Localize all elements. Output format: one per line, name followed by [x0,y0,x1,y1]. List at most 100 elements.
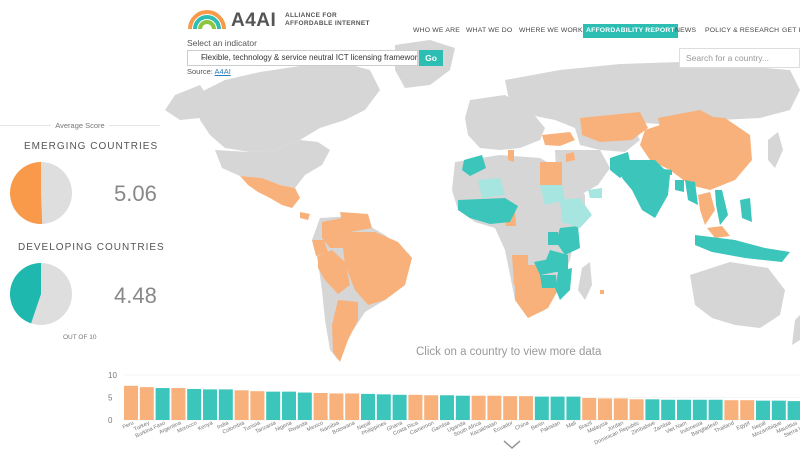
bar-costa-rica[interactable] [408,394,423,420]
nav-what-we-do[interactable]: WHAT WE DO [466,27,513,34]
bar-morocco[interactable] [187,388,202,420]
bar-argentina[interactable] [171,388,186,420]
bar-nepal[interactable] [361,393,375,420]
country-bangladesh [675,180,684,192]
bar-botswana[interactable] [345,393,360,420]
emerging-score-value: 5.06 [114,181,157,206]
country-venezuela [340,212,372,232]
bar-nepal[interactable] [756,400,770,420]
y-tick-label: 5 [108,394,113,403]
bar-ghana[interactable] [392,394,407,420]
source-link[interactable]: A4AI [214,67,231,76]
indicator-label: Select an indicator [187,38,257,48]
country-canada [195,62,380,152]
bar-philippines[interactable] [376,394,391,420]
country-madagascar [578,262,592,300]
go-button[interactable]: Go [419,50,443,66]
bar-benin[interactable] [534,396,549,420]
developing-score-pie [9,263,72,325]
bar-gambia[interactable] [440,395,454,420]
x-tick-label: India [216,420,230,431]
nav-policy-research[interactable]: POLICY & RESEARCH [705,27,780,34]
nav-get-involved[interactable]: GET IN [782,27,800,34]
emerging-score-pie [10,162,72,224]
x-tick-label: Nepal [751,420,767,432]
bar-mozambique[interactable] [771,400,786,420]
bar-china[interactable] [519,396,533,420]
country-morocco [462,155,486,176]
rainbow-logo-icon [188,10,226,30]
bar-burkina-faso[interactable] [155,388,170,420]
y-tick-label: 10 [108,371,117,380]
bar-peru[interactable] [124,385,138,420]
y-tick-label: 0 [108,416,113,425]
country-yemen [588,188,602,198]
bar-viet-nam[interactable] [677,399,691,420]
x-tick-label: Nepal [356,420,372,432]
developing-score-value: 4.48 [114,283,157,308]
country-new-zealand [792,315,800,345]
bar-tanzania[interactable] [266,391,281,420]
scroll-down-chevron-icon[interactable] [503,440,521,450]
country-zambia [534,258,556,275]
country-uganda [548,232,558,245]
bar-pakistan[interactable] [550,396,565,420]
country-japan [768,132,783,168]
indicator-selected-value: Flexible, technology & service neutral I… [201,53,418,62]
bar-namibia[interactable] [329,393,344,420]
country-search-input[interactable]: Search for a country... [679,48,800,68]
a4ai-logo[interactable]: A4AI ALLIANCE FOR AFFORDABLE INTERNET [187,9,377,33]
country-india [622,160,670,218]
country-vietnam [715,190,728,225]
country-indonesia [695,235,790,262]
bar-south-africa[interactable] [471,395,486,420]
country-thailand [698,192,715,225]
bar-bangladesh[interactable] [708,399,723,420]
country-sudan [540,185,565,205]
country-kenya [556,226,580,255]
emerging-countries-title: EMERGING COUNTRIES [24,141,159,152]
chevron-down-icon: ⌵ [201,52,208,62]
nav-news[interactable]: NEWS [675,27,697,34]
bar-kazakhstan[interactable] [487,395,502,420]
bar-zimbabwe[interactable] [645,399,660,420]
bar-ecuador[interactable] [503,396,518,420]
bar-uganda[interactable] [455,395,470,420]
country-costa-rica [300,212,310,220]
nav-affordability-report[interactable]: AFFORDABILITY REPORT [583,24,678,38]
bar-kenya[interactable] [203,389,217,420]
nav-who-we-are[interactable]: WHO WE ARE [413,27,460,34]
bar-jordan[interactable] [613,398,628,420]
bar-rwanda[interactable] [297,392,312,420]
bar-mauritius[interactable] [787,401,800,420]
bar-thailand[interactable] [724,400,739,420]
bar-nigeria[interactable] [282,391,296,420]
bar-dominican-republic[interactable] [629,399,644,420]
nav-where-we-work[interactable]: WHERE WE WORK [519,27,583,34]
bar-cameroon[interactable] [424,395,439,420]
map-instruction: Click on a country to view more data [416,346,602,358]
country-zimbabwe [540,275,556,288]
country-usa [215,140,330,188]
bar-mexico[interactable] [313,393,328,420]
bar-zambia[interactable] [661,399,676,420]
bar-india[interactable] [218,389,233,420]
bar-turkey[interactable] [139,387,154,420]
bar-brazil[interactable] [582,397,597,420]
bar-colombia[interactable] [234,390,249,420]
country-mozambique [555,268,572,300]
bar-indonesia[interactable] [692,399,707,420]
logo-tagline: ALLIANCE FOR AFFORDABLE INTERNET [285,12,370,27]
country-kazakhstan [580,112,648,142]
bar-malaysia[interactable] [598,398,612,420]
indicator-select[interactable]: Flexible, technology & service neutral I… [187,50,418,66]
developing-countries-title: DEVELOPING COUNTRIES [18,242,165,253]
bar-tunisia[interactable] [250,391,265,420]
country-jordan [566,152,575,162]
bar-egypt[interactable] [740,400,755,420]
search-placeholder: Search for a country... [686,53,769,63]
country-china [640,115,752,190]
bar-mali[interactable] [566,396,581,420]
country-ecuador [312,240,328,256]
